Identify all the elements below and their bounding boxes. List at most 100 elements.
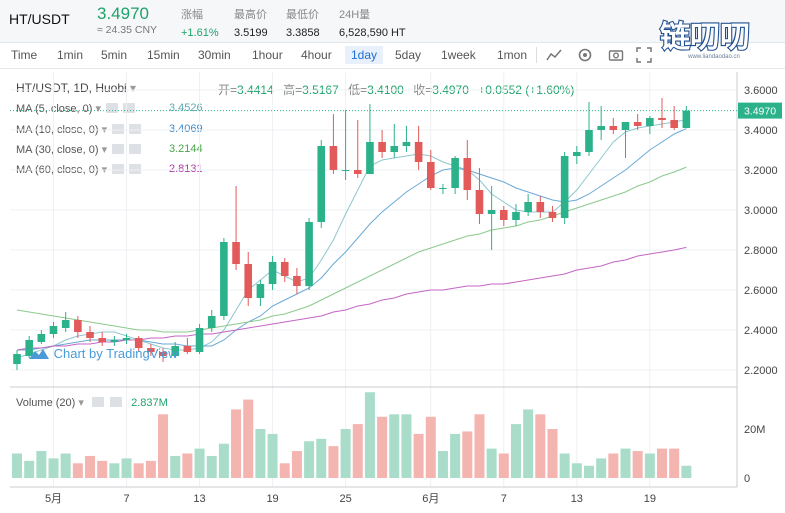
candle-body — [207, 316, 216, 328]
stat-change: 涨幅 +1.61% — [181, 6, 219, 39]
price-tick-label: 3.6000 — [744, 85, 778, 97]
ticker-header: HT/USDT 3.4970 ≈ 24.35 CNY 涨幅 +1.61% 最高价… — [0, 0, 785, 43]
close-icon[interactable] — [129, 144, 142, 154]
volume-bar — [498, 453, 509, 478]
candle — [426, 150, 435, 190]
candle-body — [585, 130, 593, 152]
candle — [597, 106, 605, 140]
volume-bar — [340, 429, 351, 478]
close-icon[interactable] — [129, 164, 142, 174]
candle-body — [658, 118, 666, 120]
volume-bar — [437, 451, 448, 478]
tab-15min[interactable]: 15min — [147, 48, 180, 62]
volume-bar — [72, 463, 83, 478]
candle-body — [487, 210, 496, 214]
price-tick-label: 3.4000 — [744, 125, 778, 137]
tab-4hour[interactable]: 4hour — [301, 48, 332, 62]
candle-body — [110, 340, 119, 342]
price-tick-label: 2.2000 — [744, 365, 778, 377]
high-label: 高= — [283, 83, 303, 97]
candle-body — [451, 158, 459, 188]
candle-body — [341, 170, 350, 171]
settings-icon[interactable] — [577, 47, 593, 66]
volume-bar — [462, 431, 473, 478]
volume-bar — [194, 448, 205, 478]
settings-icon[interactable] — [112, 144, 125, 154]
volume-bar — [425, 416, 436, 478]
tab-1day[interactable]: 1day — [345, 46, 384, 64]
tab-1week[interactable]: 1week — [441, 48, 476, 62]
volume-bar — [644, 453, 655, 478]
candle — [670, 106, 678, 130]
tradingview-watermark[interactable]: Chart by TradingView — [28, 346, 178, 361]
price-tick-label: 2.4000 — [744, 325, 778, 337]
ma-line-2 — [16, 166, 687, 333]
ma60-legend[interactable]: MA (60, close, 0) ▾ 2.8131 — [16, 163, 203, 176]
ma10-legend[interactable]: MA (10, close, 0) ▾ 3.4069 — [16, 123, 203, 136]
volume-name: Volume (20) — [16, 397, 76, 409]
volume-value: 2.837M — [131, 397, 168, 409]
price-tick-label: 2.6000 — [744, 285, 778, 297]
screenshot-icon[interactable] — [608, 47, 624, 66]
volume-bar — [182, 453, 193, 478]
close-icon[interactable] — [110, 397, 123, 407]
volume-legend[interactable]: Volume (20) ▾ 2.837M — [16, 397, 168, 409]
candle-body — [512, 212, 520, 220]
volume-bar — [85, 455, 96, 478]
candle-body — [61, 320, 70, 328]
candle — [500, 206, 508, 226]
ma30-legend[interactable]: MA (30, close, 0) ▾ 3.2144 — [16, 143, 203, 156]
candle — [61, 312, 70, 332]
tab-1mon[interactable]: 1mon — [497, 48, 528, 62]
stat-value: 6,528,590 HT — [339, 27, 406, 39]
time-tick-label: 7 — [123, 493, 129, 505]
ma10-value: 3.4069 — [169, 123, 203, 135]
candle — [475, 168, 484, 224]
volume-bar — [535, 414, 546, 478]
candle — [220, 238, 228, 320]
interval-toolbar: Time 1min 5min 15min 30min 1hour 4hour 1… — [0, 43, 785, 69]
volume-bar — [389, 414, 400, 478]
fullscreen-icon[interactable] — [636, 47, 652, 66]
volume-bar — [474, 414, 485, 478]
time-tick-label: 19 — [644, 493, 656, 505]
tab-1min[interactable]: 1min — [57, 48, 84, 62]
tab-1hour[interactable]: 1hour — [252, 48, 283, 62]
settings-icon[interactable] — [112, 164, 125, 174]
candle-body — [256, 284, 265, 298]
candle — [244, 252, 253, 306]
volume-bar — [255, 429, 266, 478]
time-tick-label: 6月 — [422, 493, 439, 505]
close-icon[interactable] — [129, 124, 142, 134]
close-icon[interactable] — [123, 103, 136, 113]
candle-body — [268, 262, 277, 284]
ma30-name: MA (30, close, 0) — [16, 144, 99, 156]
volume-bar — [486, 448, 497, 478]
volume-bar — [60, 453, 71, 478]
settings-icon[interactable] — [112, 124, 125, 134]
candle-body — [280, 262, 289, 276]
settings-icon[interactable] — [91, 397, 104, 407]
volume-bar — [608, 453, 619, 478]
candle — [585, 102, 593, 156]
tab-5min[interactable]: 5min — [101, 48, 128, 62]
candle — [378, 130, 386, 158]
settings-icon[interactable] — [106, 103, 119, 113]
candle — [86, 326, 94, 342]
candle — [463, 140, 472, 200]
volume-bar — [669, 448, 680, 478]
high-value: 3.5167 — [302, 83, 339, 97]
candle-body — [573, 152, 581, 156]
candle-body — [500, 210, 508, 220]
change-value: +0.0552 (+1.60%) — [478, 83, 575, 97]
tab-5day[interactable]: 5day — [395, 48, 422, 62]
candle — [268, 256, 277, 290]
volume-bar — [681, 465, 692, 478]
tab-time[interactable]: Time — [11, 48, 38, 62]
low-label: 低= — [348, 83, 368, 97]
candle-body — [426, 162, 435, 188]
ma5-legend[interactable]: MA (5, close, 0) ▾ 3.4526 — [16, 102, 203, 115]
tab-30min[interactable]: 30min — [198, 48, 231, 62]
indicators-icon[interactable] — [546, 47, 562, 66]
